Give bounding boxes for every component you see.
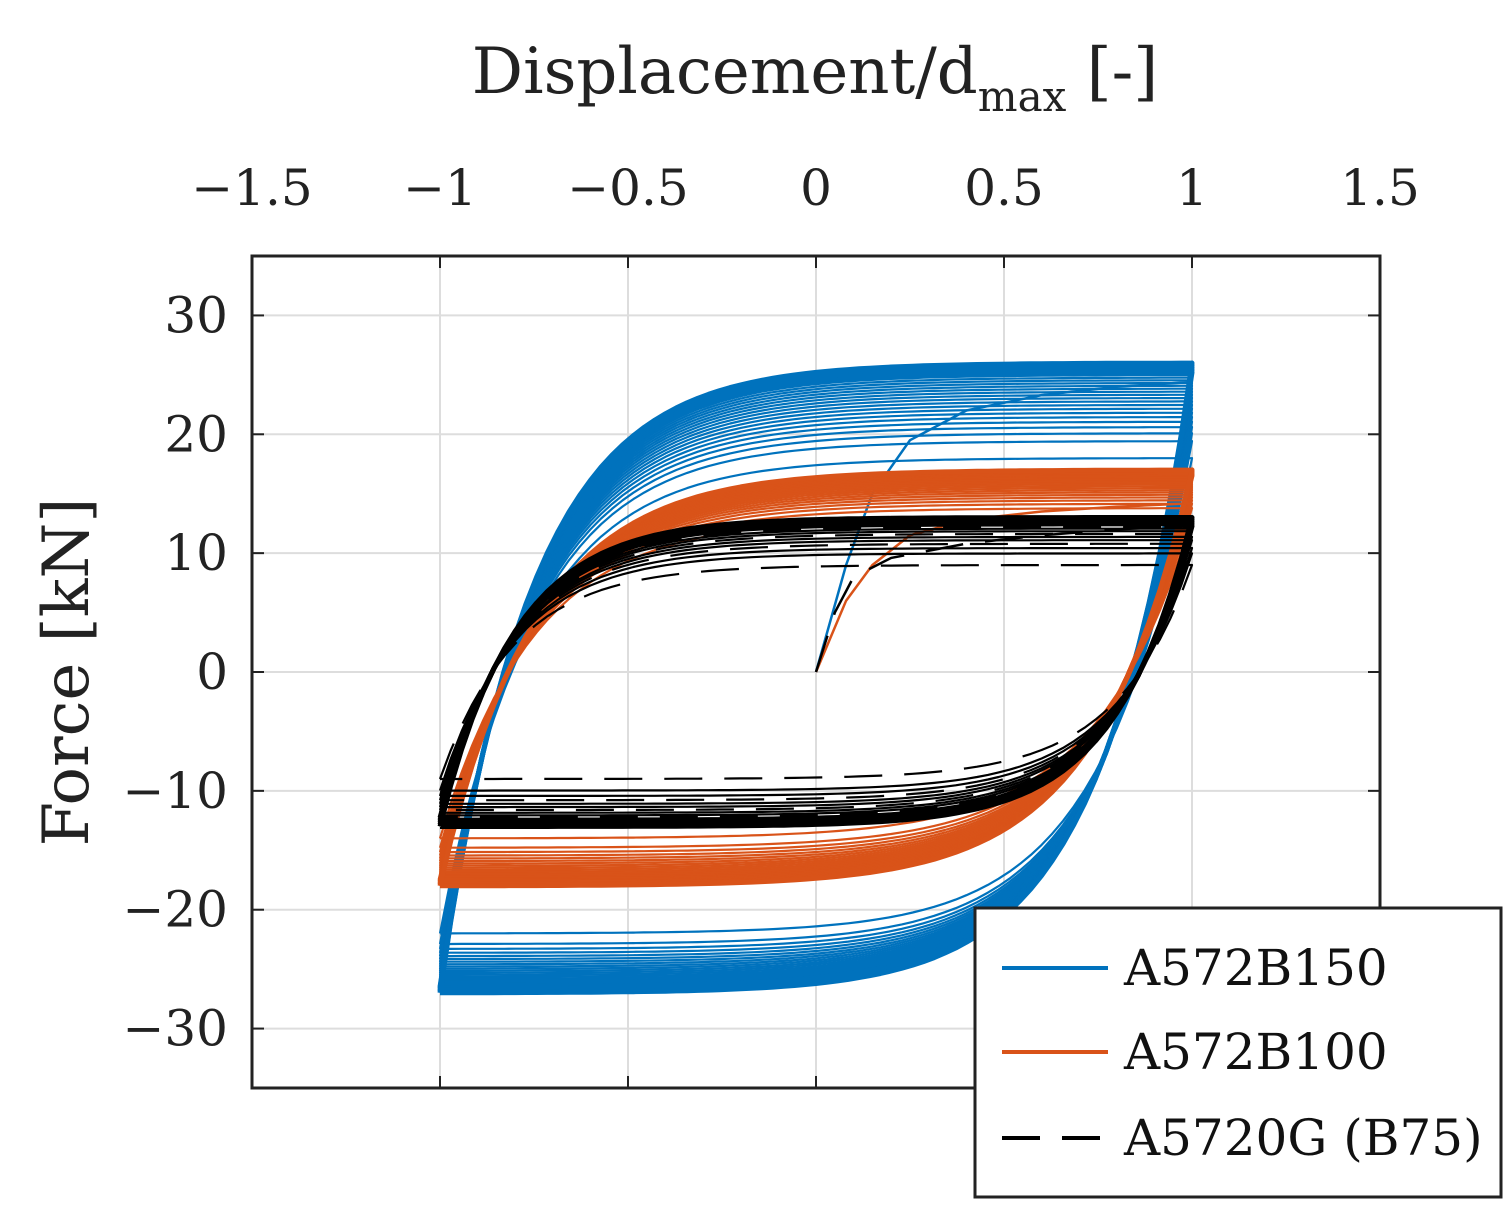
hysteresis-loop bbox=[438, 440, 1194, 946]
x-tick-label: 1.5 bbox=[1340, 159, 1420, 217]
initial-loading-branch bbox=[814, 501, 1193, 673]
x-axis-title-subscript: max bbox=[978, 72, 1067, 121]
x-axis-title: Displacement/dmax [-] bbox=[472, 35, 1158, 121]
series-a5720g bbox=[437, 515, 1195, 829]
y-tick-label: −20 bbox=[122, 881, 228, 939]
hysteresis-loop bbox=[438, 535, 1194, 809]
series-a572b100 bbox=[437, 467, 1195, 889]
hysteresis-loop bbox=[438, 432, 1194, 950]
hysteresis-loop bbox=[438, 457, 1194, 935]
y-tick-label: 10 bbox=[164, 524, 228, 582]
x-tick-label: −0.5 bbox=[567, 159, 688, 217]
axis-ticks: −1.5 −1 −0.5 0 0.5 1 1.5 30 20 10 0 −10 −20 −30 bbox=[122, 159, 1420, 1088]
x-axis-title-suffix: [-] bbox=[1066, 35, 1158, 109]
y-tick-label: 30 bbox=[164, 286, 228, 344]
x-tick-label: −1.5 bbox=[191, 159, 312, 217]
hysteresis-loop bbox=[438, 552, 1194, 792]
hysteresis-loop bbox=[438, 546, 1194, 797]
y-axis-title: Force [kN] bbox=[30, 498, 104, 847]
initial-loading-branch bbox=[814, 380, 1193, 673]
x-tick-label: 0 bbox=[800, 159, 832, 217]
y-tick-label: −10 bbox=[122, 762, 228, 820]
series-a572b150 bbox=[437, 360, 1195, 996]
hysteresis-loop bbox=[437, 467, 1195, 889]
x-tick-label: 1 bbox=[1176, 159, 1208, 217]
y-tick-label: −30 bbox=[122, 1000, 228, 1058]
hysteresis-loop bbox=[437, 515, 1195, 829]
y-tick-label: 20 bbox=[164, 405, 228, 463]
legend-label-a5720g: A5720G (B75) bbox=[1123, 1109, 1483, 1167]
x-tick-label: 0.5 bbox=[964, 159, 1044, 217]
y-tick-label: 0 bbox=[196, 643, 228, 701]
legend-label-a572b150: A572B150 bbox=[1123, 939, 1388, 997]
initial-loading-branch bbox=[814, 524, 1193, 673]
hysteresis-loop bbox=[437, 360, 1195, 996]
x-axis-title-main: Displacement/d bbox=[472, 35, 978, 109]
hysteresis-loop bbox=[438, 542, 1194, 802]
legend: A572B150 A572B100 A5720G (B75) bbox=[973, 906, 1503, 1199]
legend-label-a572b100: A572B100 bbox=[1123, 1023, 1388, 1081]
hysteresis-loop bbox=[438, 532, 1194, 812]
hysteresis-loop bbox=[438, 563, 1194, 781]
series-layer bbox=[437, 360, 1195, 996]
x-tick-label: −1 bbox=[403, 159, 477, 217]
